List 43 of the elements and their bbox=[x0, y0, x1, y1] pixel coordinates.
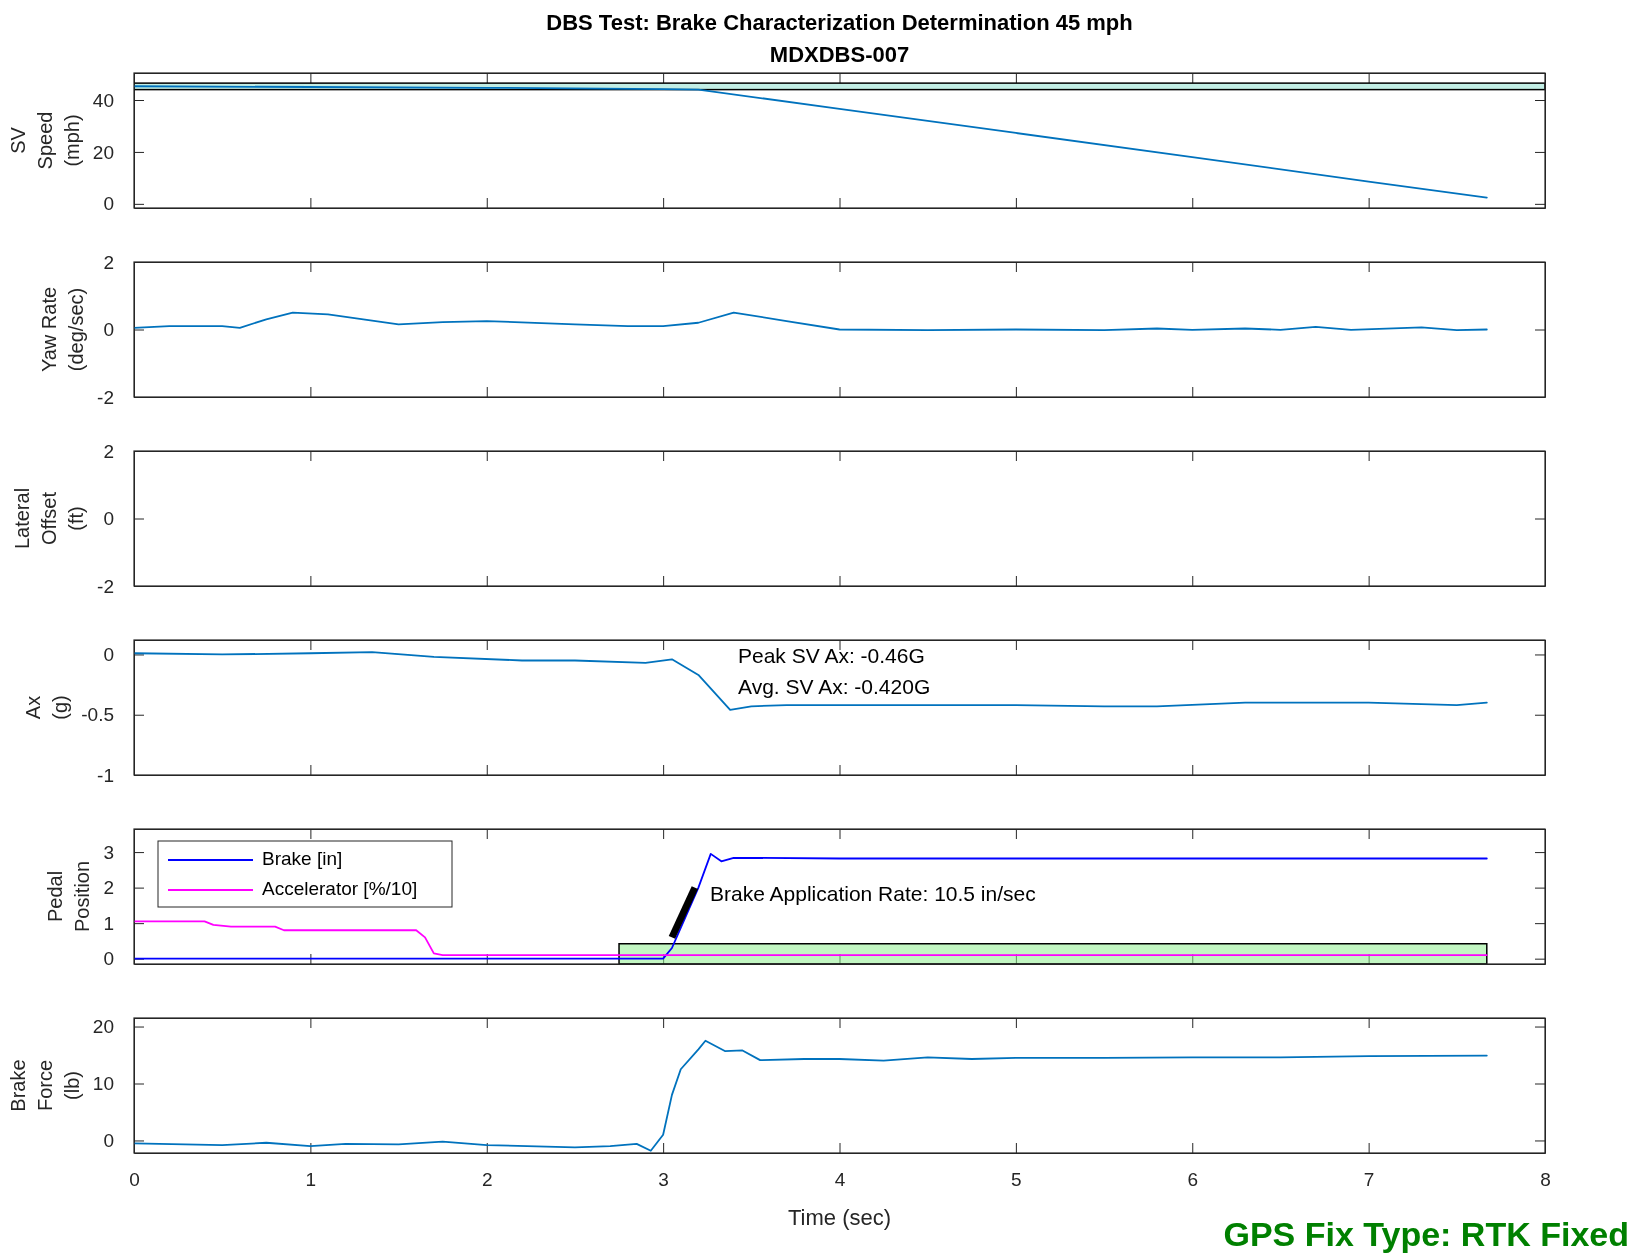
annotation: Peak SV Ax: -0.46G bbox=[738, 643, 925, 667]
y-tick-label: 0 bbox=[103, 1130, 114, 1152]
y-tick-label: -2 bbox=[97, 575, 114, 597]
y-tick-label: 3 bbox=[103, 841, 114, 863]
y-tick-label: 0 bbox=[103, 644, 114, 666]
x-tick-label: 1 bbox=[305, 1169, 317, 1191]
annotation: Avg. SV Ax: -0.420G bbox=[738, 674, 931, 698]
y-tick-label: -2 bbox=[97, 386, 114, 408]
legend-label: Brake [in] bbox=[262, 848, 343, 870]
y-tick-label: 2 bbox=[103, 251, 114, 273]
y-axis-title: Yaw Rate (deg/sec) bbox=[38, 286, 88, 373]
y-axis-title: Pedal Position bbox=[44, 860, 94, 933]
x-tick-label: 3 bbox=[658, 1169, 669, 1191]
x-axis-title: Time (sec) bbox=[787, 1205, 892, 1230]
y-tick-label: 0 bbox=[103, 948, 114, 970]
y-tick-label: 2 bbox=[103, 877, 114, 899]
x-tick-label: 7 bbox=[1363, 1169, 1375, 1191]
y-axis-title: Ax (g) bbox=[22, 695, 72, 720]
y-axis-title: Brake Force (lb) bbox=[6, 1059, 83, 1112]
y-tick-label: 10 bbox=[92, 1073, 114, 1095]
annotation: Brake Application Rate: 10.5 in/sec bbox=[710, 881, 1036, 905]
y-tick-label: -1 bbox=[97, 764, 114, 786]
y-tick-label: 0 bbox=[103, 508, 114, 530]
x-tick-label: 6 bbox=[1187, 1169, 1199, 1191]
x-tick-label: 2 bbox=[481, 1169, 493, 1191]
y-tick-label: 2 bbox=[103, 440, 114, 462]
x-tick-label: 5 bbox=[1011, 1169, 1022, 1191]
y-axis-title: SV Speed (mph) bbox=[6, 111, 83, 170]
y-tick-label: 20 bbox=[92, 1016, 114, 1038]
chart-title: DBS Test: Brake Characterization Determination 45 mph bbox=[546, 10, 1133, 35]
y-tick-label: 40 bbox=[92, 89, 114, 111]
legend-label: Accelerator [%/10] bbox=[262, 878, 418, 900]
text: GPS Fix Type: RTK Fixed bbox=[1223, 1215, 1629, 1253]
y-tick-label: 1 bbox=[103, 912, 114, 934]
y-tick-label: 0 bbox=[103, 319, 114, 341]
x-tick-label: 4 bbox=[834, 1169, 846, 1191]
y-tick-label: -0.5 bbox=[81, 704, 114, 726]
x-tick-label: 8 bbox=[1540, 1169, 1551, 1191]
chart-subtitle: MDXDBS-007 bbox=[769, 42, 910, 67]
y-tick-label: 0 bbox=[103, 193, 114, 215]
y-axis-title: Lateral Offset (ft) bbox=[11, 487, 88, 550]
y-tick-label: 20 bbox=[92, 141, 114, 163]
x-tick-label: 0 bbox=[129, 1169, 140, 1191]
